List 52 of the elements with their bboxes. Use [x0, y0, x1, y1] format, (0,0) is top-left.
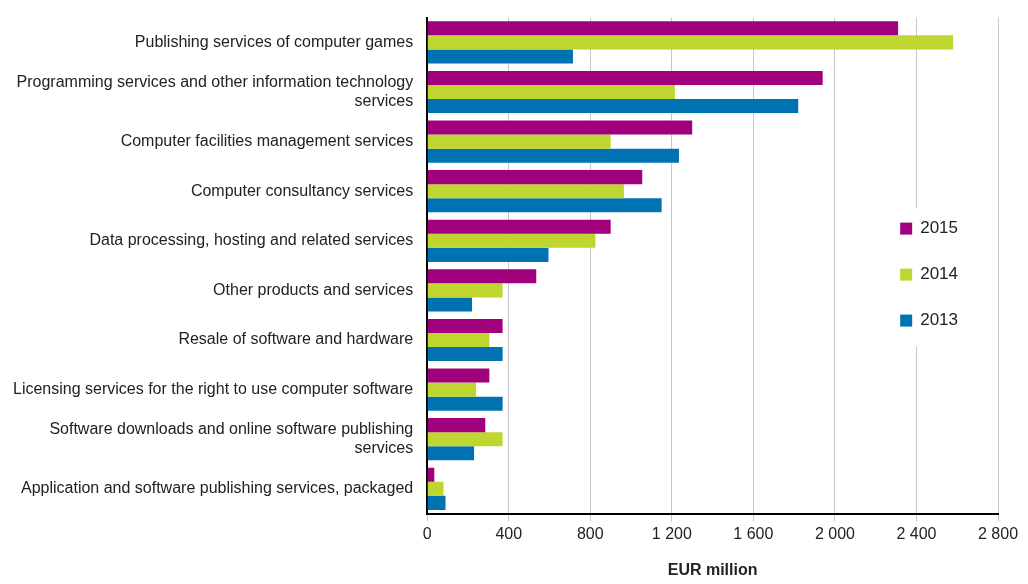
x-tick-label: 0: [422, 524, 432, 542]
bar: [427, 70, 823, 85]
y-tick-label: Other products and services: [213, 280, 414, 298]
x-tick-label: 400: [495, 524, 523, 542]
bar: [427, 368, 490, 383]
bar: [427, 49, 573, 64]
bar: [427, 247, 549, 262]
bar: [427, 21, 899, 36]
bar: [427, 396, 503, 411]
bar: [427, 134, 611, 149]
y-tick-label: Licensing services for the right to use computer software: [13, 380, 414, 398]
x-tick-label: 2 400: [896, 524, 937, 542]
legend-label: 2014: [920, 264, 959, 284]
x-tick-label: 800: [576, 524, 604, 542]
bar: [427, 120, 693, 135]
x-tick-label: 2 000: [814, 524, 856, 542]
bar: [427, 332, 490, 348]
bar: [427, 347, 503, 362]
y-tick-label: Software downloads and online software publishing services: [49, 420, 414, 457]
x-tick-label: 2 800: [977, 524, 1019, 542]
bar: [427, 446, 475, 461]
bar: [427, 84, 675, 100]
y-tick-label: Resale of software and hardware: [178, 330, 414, 348]
bar: [427, 148, 679, 163]
bar: [427, 432, 503, 447]
bar: [427, 467, 435, 482]
bar: [427, 495, 446, 510]
bar: [427, 318, 503, 333]
bar: [427, 219, 611, 234]
x-axis-title: EUR million: [667, 560, 758, 578]
bar: [427, 170, 643, 185]
bar: [427, 184, 624, 199]
y-tick-label: Programming services and other information technology services: [16, 72, 414, 110]
bar: [427, 382, 477, 397]
bar: [427, 269, 537, 284]
x-tick-label: 1 200: [651, 524, 692, 542]
bar: [427, 233, 596, 248]
y-tick-label: Computer facilities management services: [120, 132, 414, 150]
bar: [427, 481, 444, 496]
bar: [427, 283, 503, 298]
y-tick-label: Publishing services of computer games: [134, 32, 414, 50]
bar: [427, 297, 473, 312]
bar: [427, 418, 486, 433]
y-tick-label: Data processing, hosting and related services: [89, 231, 414, 249]
x-tick-label: 1 600: [733, 524, 774, 542]
y-tick-label: Application and software publishing services, packaged: [20, 479, 414, 497]
y-tick-label: Computer consultancy services: [190, 181, 414, 199]
legend-label: 2013: [920, 310, 959, 330]
bar: [427, 35, 954, 50]
bar: [427, 99, 799, 114]
legend-label: 2015: [920, 218, 959, 238]
bar: [427, 198, 662, 213]
